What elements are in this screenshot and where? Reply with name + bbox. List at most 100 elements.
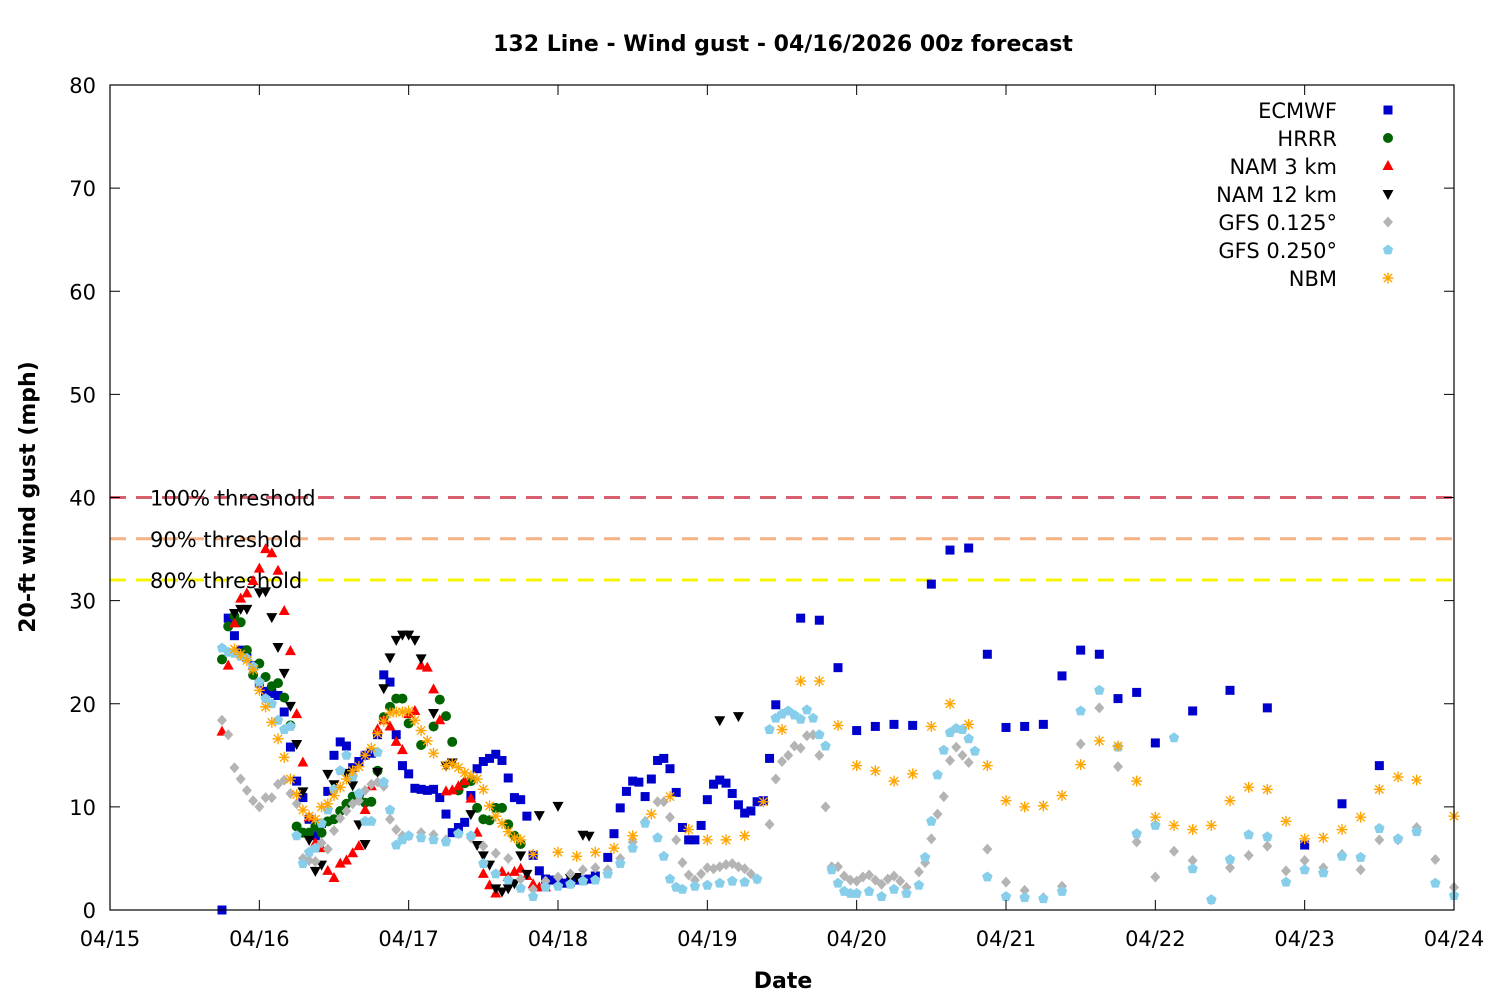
data-point (852, 726, 862, 736)
data-point (981, 760, 993, 772)
data-point (739, 876, 750, 887)
data-point (565, 878, 576, 889)
data-point (471, 841, 483, 852)
data-point (502, 884, 514, 895)
data-point (497, 755, 507, 765)
data-point (298, 793, 308, 803)
data-point (310, 842, 321, 853)
data-point (340, 773, 352, 785)
data-point (459, 775, 471, 786)
legend-marker (1383, 216, 1393, 228)
data-point (690, 835, 700, 845)
data-point (534, 866, 544, 876)
data-point (384, 804, 396, 815)
legend-label: HRRR (1277, 127, 1337, 151)
data-point (1411, 826, 1422, 837)
data-point (1001, 722, 1011, 732)
data-point (801, 704, 813, 715)
data-point (1112, 740, 1124, 752)
data-point (503, 874, 514, 885)
data-point (552, 880, 564, 891)
data-point (329, 814, 339, 825)
data-point (944, 698, 956, 710)
legend-marker (1383, 133, 1393, 143)
data-point (366, 796, 377, 807)
data-point (322, 769, 334, 780)
data-point (684, 835, 694, 845)
data-point (701, 834, 713, 846)
data-point (366, 815, 377, 826)
data-point (359, 840, 371, 850)
data-point (378, 684, 390, 695)
data-point (919, 851, 931, 862)
data-point (247, 575, 259, 586)
data-point (471, 773, 483, 785)
data-point (322, 843, 333, 855)
data-point (1280, 815, 1292, 827)
threshold-label: 90% threshold (150, 528, 302, 552)
data-point (266, 613, 278, 624)
data-point (709, 779, 719, 789)
data-point (397, 693, 408, 704)
data-point (527, 891, 539, 901)
data-point (409, 635, 421, 646)
data-point (932, 769, 943, 780)
data-point (428, 747, 440, 759)
data-point (945, 545, 955, 555)
data-point (1168, 819, 1180, 831)
data-point (515, 873, 526, 885)
x-tick-label: 04/21 (976, 927, 1037, 951)
data-point (1131, 775, 1143, 787)
data-point (1243, 781, 1255, 793)
data-point (714, 877, 725, 888)
data-point (814, 615, 824, 625)
data-point (228, 617, 240, 628)
data-point (478, 757, 488, 766)
data-series (216, 543, 1460, 915)
data-point (845, 874, 856, 886)
data-point (403, 705, 415, 717)
data-point (1262, 703, 1272, 713)
data-point (1094, 649, 1104, 659)
data-point (553, 871, 563, 883)
data-point (453, 823, 463, 832)
data-point (241, 604, 253, 615)
data-point (615, 803, 625, 813)
data-point (446, 758, 458, 770)
data-point (335, 765, 346, 776)
data-point (384, 720, 396, 731)
data-point (1187, 824, 1199, 836)
data-point (235, 773, 246, 785)
data-point (889, 870, 899, 882)
data-point (422, 785, 432, 795)
data-point (832, 877, 844, 888)
data-point (876, 878, 887, 890)
data-point (415, 832, 427, 843)
data-point (509, 793, 519, 803)
data-point (926, 579, 936, 589)
data-point (260, 543, 272, 554)
data-point (260, 693, 271, 703)
data-point (1169, 845, 1179, 857)
data-point (683, 869, 694, 881)
data-point (522, 811, 532, 821)
data-point (751, 873, 763, 884)
data-point (415, 659, 427, 670)
data-point (390, 735, 402, 746)
data-point (807, 712, 819, 723)
data-point (963, 733, 974, 744)
data-point (508, 865, 520, 876)
data-point (926, 815, 937, 826)
data-point (714, 716, 726, 727)
legend-label: ECMWF (1258, 99, 1337, 123)
data-point (465, 830, 477, 841)
data-point (516, 795, 526, 805)
data-point (533, 811, 545, 822)
data-point (671, 834, 682, 846)
legend-marker (1382, 160, 1394, 170)
data-point (665, 764, 675, 774)
data-point (435, 793, 445, 803)
data-point (1243, 849, 1254, 861)
data-point (359, 803, 371, 814)
data-point (652, 796, 663, 808)
